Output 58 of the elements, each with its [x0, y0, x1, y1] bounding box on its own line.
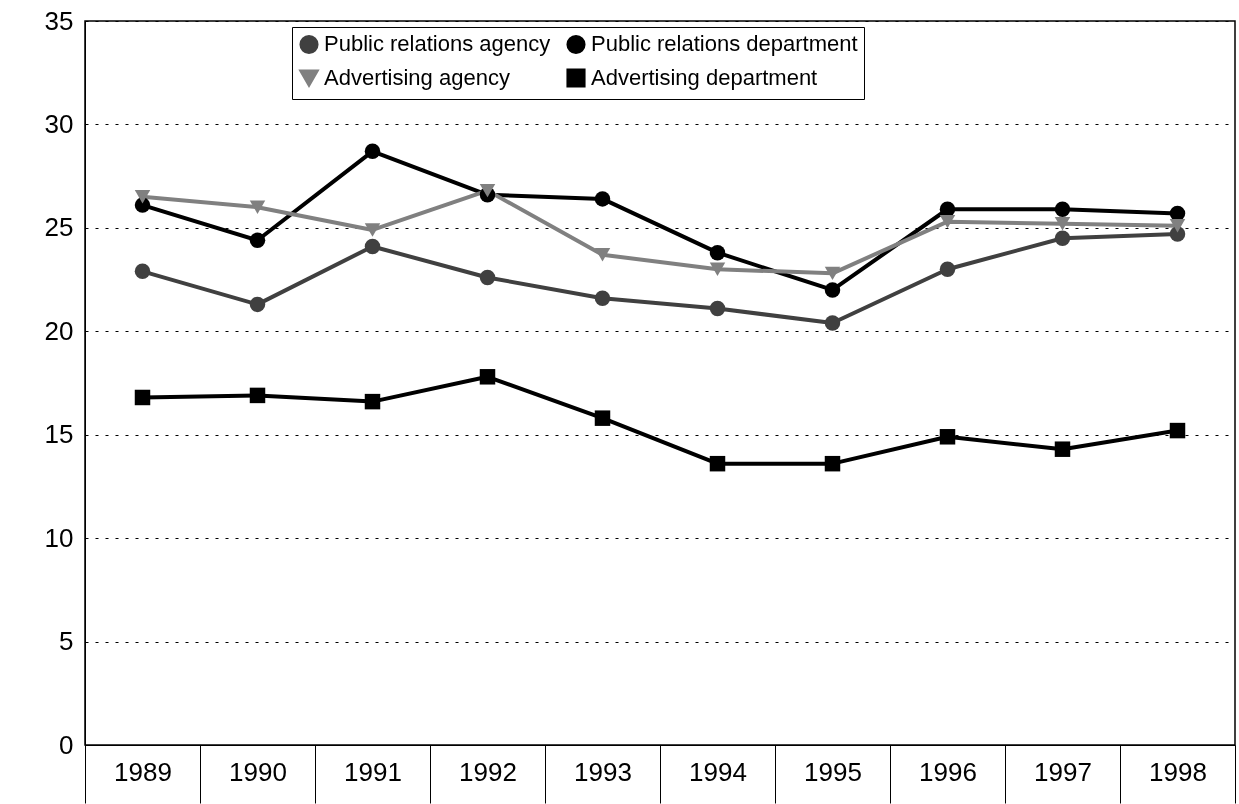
- y-tick-label: 20: [44, 315, 74, 346]
- point: [249, 296, 266, 313]
- point: [364, 223, 381, 237]
- x-tick-label: 1996: [919, 756, 977, 787]
- y-tick-label: 25: [44, 212, 74, 243]
- point: [594, 410, 611, 426]
- point: [364, 393, 381, 410]
- x-tick-label: 1995: [804, 756, 862, 787]
- x-tick-label: 1993: [574, 756, 632, 787]
- point: [824, 455, 841, 472]
- legend-label: Advertising department: [591, 65, 818, 90]
- point: [939, 214, 956, 229]
- x-tick-label: 1990: [229, 756, 287, 787]
- point: [1054, 201, 1071, 217]
- point: [134, 190, 151, 204]
- x-tick-label: 1989: [114, 756, 172, 787]
- point: [479, 369, 496, 385]
- point: [1169, 219, 1186, 233]
- point: [709, 300, 726, 317]
- y-tick-label: 35: [44, 5, 74, 36]
- x-tick-label: 1992: [459, 756, 517, 787]
- point: [709, 455, 726, 472]
- y-tick-label: 10: [44, 522, 74, 553]
- point: [134, 263, 151, 280]
- y-tick-label: 30: [44, 108, 74, 139]
- point: [479, 183, 496, 198]
- point: [709, 244, 726, 261]
- point: [594, 248, 611, 262]
- point: [824, 315, 841, 331]
- point: [939, 201, 956, 217]
- legend-label: Public relations department: [591, 31, 858, 57]
- x-tick-label: 1994: [689, 756, 747, 787]
- point: [134, 389, 151, 406]
- point: [824, 282, 841, 298]
- point: [249, 387, 266, 404]
- point: [479, 269, 496, 286]
- point: [939, 429, 956, 445]
- point: [364, 143, 381, 160]
- y-tick-label: 5: [59, 626, 74, 657]
- legend-label: Advertising agency: [324, 65, 510, 90]
- x-tick-label: 1997: [1034, 756, 1092, 787]
- point: [249, 232, 266, 248]
- point: [824, 266, 841, 281]
- legend-label: Public relations agency: [324, 31, 551, 57]
- point: [1054, 441, 1071, 457]
- point: [594, 290, 611, 306]
- point: [1054, 217, 1071, 231]
- x-tick-label: 1991: [344, 756, 402, 787]
- point: [594, 191, 611, 207]
- point: [249, 200, 266, 214]
- point: [709, 262, 726, 276]
- y-tick-label: 0: [59, 729, 74, 760]
- point: [1169, 422, 1186, 439]
- point: [364, 238, 381, 255]
- point: [939, 261, 956, 277]
- point: [1054, 230, 1071, 246]
- x-tick-label: 1998: [1149, 756, 1207, 787]
- y-tick-label: 15: [44, 419, 74, 450]
